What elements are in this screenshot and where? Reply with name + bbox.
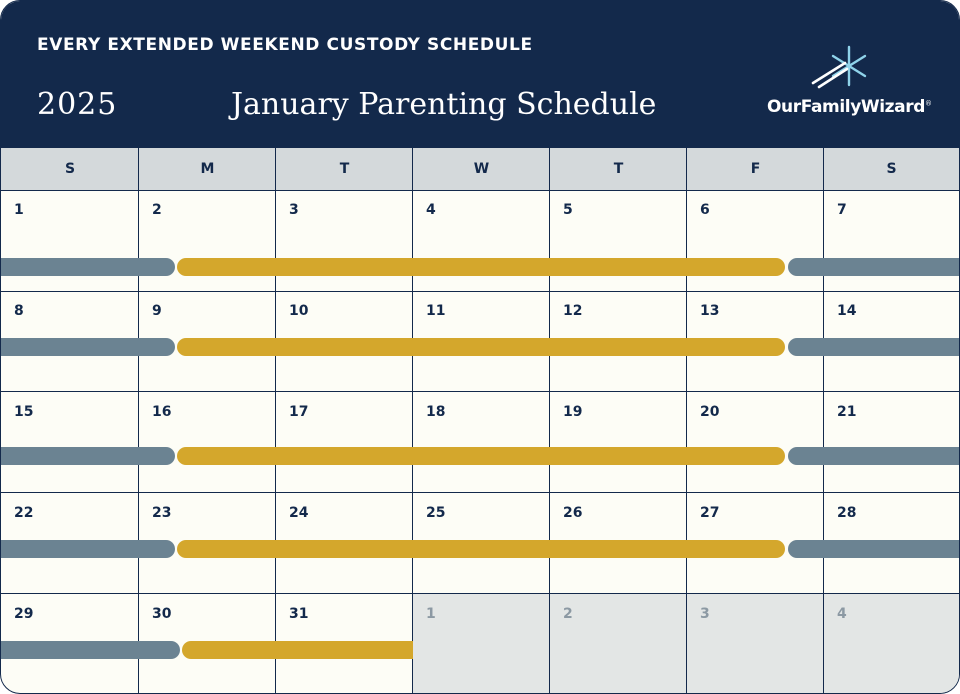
custody-bar-parent-b xyxy=(177,447,785,465)
custody-bar-parent-a xyxy=(1,447,175,465)
day-number: 6 xyxy=(700,202,710,218)
day-number: 27 xyxy=(700,505,720,521)
day-number: 7 xyxy=(837,202,847,218)
day-number: 18 xyxy=(426,404,446,420)
weekday-divider xyxy=(138,148,139,190)
custody-bar-parent-b xyxy=(182,641,413,659)
day-number: 20 xyxy=(700,404,720,420)
day-cell[interactable]: 14 xyxy=(824,291,959,392)
weekday-divider xyxy=(275,148,276,190)
weekday-divider xyxy=(412,148,413,190)
day-cell-next-month[interactable]: 3 xyxy=(687,594,824,693)
day-cell[interactable]: 19 xyxy=(550,392,687,493)
day-cell[interactable]: 1 xyxy=(1,190,139,292)
year-label: 2025 xyxy=(37,87,118,122)
weekday-divider xyxy=(549,148,550,190)
custody-bar-parent-a xyxy=(788,258,959,276)
logo-wordmark: OurFamilyWizard® xyxy=(767,97,932,117)
calendar-header: EVERY EXTENDED WEEKEND CUSTODY SCHEDULE … xyxy=(1,1,959,147)
day-number: 14 xyxy=(837,303,857,319)
day-number: 26 xyxy=(563,505,583,521)
custody-bar-parent-b xyxy=(177,540,785,558)
weekday-header-sunday: S xyxy=(64,161,76,177)
day-cell[interactable]: 5 xyxy=(550,190,687,292)
custody-bar-parent-a xyxy=(1,540,175,558)
registered-mark: ® xyxy=(924,99,932,108)
day-number: 15 xyxy=(14,404,34,420)
day-cell[interactable]: 28 xyxy=(824,493,959,594)
day-number: 8 xyxy=(14,303,24,319)
day-number: 22 xyxy=(14,505,34,521)
day-cell[interactable]: 18 xyxy=(413,392,550,493)
day-cell[interactable]: 2 xyxy=(139,190,276,292)
day-cell-next-month[interactable]: 4 xyxy=(824,594,959,693)
day-number: 17 xyxy=(289,404,309,420)
weekday-header-thursday: T xyxy=(613,161,624,177)
day-number: 2 xyxy=(152,202,162,218)
day-cell-next-month[interactable]: 2 xyxy=(550,594,687,693)
custody-bar-parent-a xyxy=(1,338,175,356)
day-cell[interactable]: 4 xyxy=(413,190,550,292)
month-title: January Parenting Schedule xyxy=(231,87,657,122)
starburst-logo-icon xyxy=(811,45,867,89)
day-number: 3 xyxy=(700,606,710,622)
weekday-divider xyxy=(823,148,824,190)
day-number: 4 xyxy=(837,606,847,622)
day-number: 3 xyxy=(289,202,299,218)
weekday-divider xyxy=(686,148,687,190)
day-cell[interactable]: 20 xyxy=(687,392,824,493)
custody-bar-parent-b xyxy=(177,258,785,276)
day-number: 16 xyxy=(152,404,172,420)
weekday-header-saturday: S xyxy=(886,161,897,177)
custody-bar-parent-b xyxy=(177,338,785,356)
day-number: 5 xyxy=(563,202,573,218)
weekday-header-monday: M xyxy=(200,161,215,177)
day-number: 24 xyxy=(289,505,309,521)
day-number: 19 xyxy=(563,404,583,420)
day-number: 10 xyxy=(289,303,309,319)
day-cell[interactable]: 3 xyxy=(276,190,413,292)
weekday-header-tuesday: T xyxy=(339,161,350,177)
day-number: 31 xyxy=(289,606,309,622)
day-number: 1 xyxy=(426,606,436,622)
custody-bar-parent-a xyxy=(1,258,175,276)
custody-bar-parent-a xyxy=(1,641,180,659)
day-number: 28 xyxy=(837,505,857,521)
day-number: 9 xyxy=(152,303,162,319)
day-cell[interactable]: 15 xyxy=(1,392,139,493)
day-number: 25 xyxy=(426,505,446,521)
weekday-header-friday: F xyxy=(750,161,761,177)
day-number: 21 xyxy=(837,404,857,420)
day-cell[interactable]: 7 xyxy=(824,190,959,292)
day-number: 11 xyxy=(426,303,446,319)
custody-bar-parent-a xyxy=(788,447,959,465)
day-cell[interactable]: 6 xyxy=(687,190,824,292)
day-number: 23 xyxy=(152,505,172,521)
day-number: 29 xyxy=(14,606,34,622)
custody-bar-parent-a xyxy=(788,338,959,356)
day-number: 12 xyxy=(563,303,583,319)
day-number: 13 xyxy=(700,303,720,319)
day-cell[interactable]: 17 xyxy=(276,392,413,493)
calendar-grid: 1 2 3 4 5 6 7 8 9 10 11 12 13 14 15 16 17 18 19 20 21 22 23 24 2… xyxy=(1,190,959,693)
schedule-type-title: EVERY EXTENDED WEEKEND CUSTODY SCHEDULE xyxy=(37,35,533,55)
day-cell[interactable]: 16 xyxy=(139,392,276,493)
day-number: 30 xyxy=(152,606,172,622)
weekday-header-wednesday: W xyxy=(473,161,490,177)
day-number: 4 xyxy=(426,202,436,218)
custody-bar-parent-a xyxy=(788,540,959,558)
day-cell[interactable]: 21 xyxy=(824,392,959,493)
day-number: 2 xyxy=(563,606,573,622)
day-cell-next-month[interactable]: 1 xyxy=(413,594,550,693)
logo-wordmark-text: OurFamilyWizard xyxy=(767,97,925,117)
day-number: 1 xyxy=(14,202,24,218)
